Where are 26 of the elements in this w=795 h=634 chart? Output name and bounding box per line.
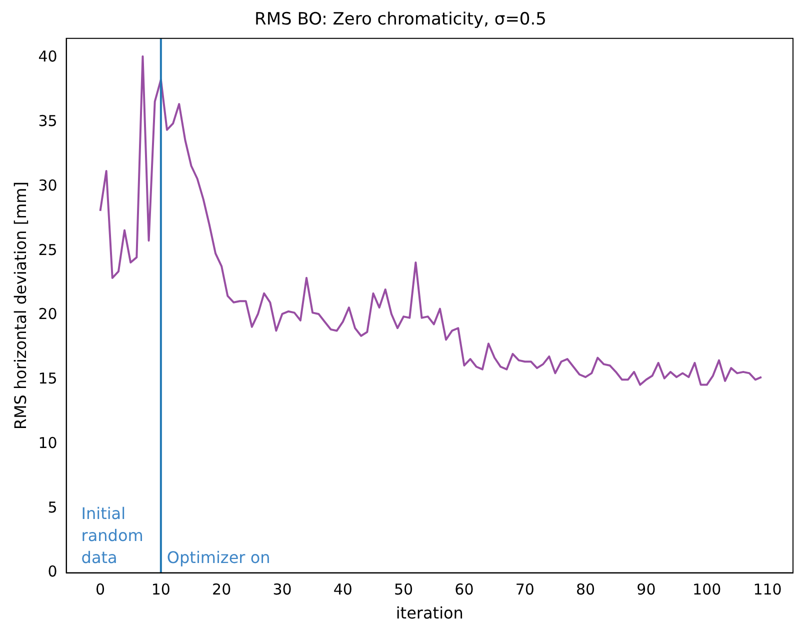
y-tick-label: 20 xyxy=(38,305,58,324)
annotation: Optimizer on xyxy=(166,548,270,567)
x-tick-label: 70 xyxy=(515,580,534,599)
x-tick-label: 60 xyxy=(454,580,474,599)
x-tick-label: 110 xyxy=(753,580,782,599)
y-tick-label: 25 xyxy=(38,240,58,259)
x-tick-label: 30 xyxy=(272,580,292,599)
x-tick-label: 50 xyxy=(394,580,414,599)
x-tick-label: 40 xyxy=(333,580,352,599)
chart-title: RMS BO: Zero chromaticity, σ=0.5 xyxy=(254,10,546,30)
y-tick-label: 5 xyxy=(48,498,58,516)
y-tick-label: 10 xyxy=(38,434,58,452)
x-tick-label: 80 xyxy=(576,580,596,599)
y-tick-label: 15 xyxy=(38,370,58,388)
x-axis-title: iteration xyxy=(396,604,464,623)
x-tick-label: 20 xyxy=(212,580,232,599)
x-tick-label: 10 xyxy=(151,580,170,599)
annotation: Initial random data xyxy=(81,504,144,567)
y-tick-label: 40 xyxy=(38,48,58,66)
y-tick-label: 35 xyxy=(38,112,58,130)
x-tick-label: 0 xyxy=(95,580,106,599)
y-tick-label: 30 xyxy=(38,176,58,194)
x-tick-label: 90 xyxy=(636,580,656,599)
x-tick-label: 100 xyxy=(692,580,722,599)
y-tick-label: 0 xyxy=(48,562,58,581)
y-axis-title: RMS horizontal deviation [mm] xyxy=(10,182,30,430)
